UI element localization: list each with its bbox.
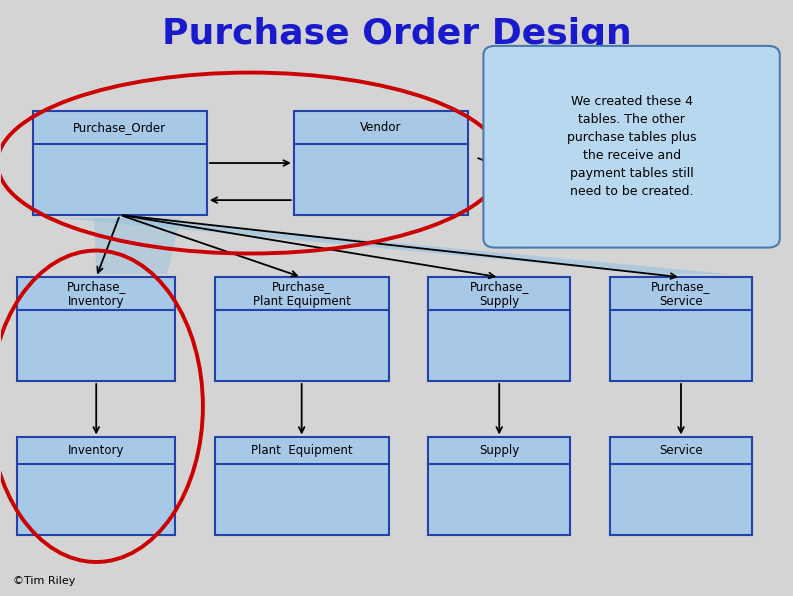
Text: Purchase Order Design: Purchase Order Design bbox=[162, 17, 631, 51]
Polygon shape bbox=[59, 218, 731, 274]
FancyBboxPatch shape bbox=[215, 277, 389, 381]
Text: Purchase_
Plant Equipment: Purchase_ Plant Equipment bbox=[253, 280, 351, 308]
Text: Service: Service bbox=[659, 444, 703, 457]
FancyBboxPatch shape bbox=[17, 437, 175, 535]
Text: Inventory: Inventory bbox=[68, 444, 125, 457]
FancyBboxPatch shape bbox=[293, 111, 468, 215]
Text: Supply: Supply bbox=[479, 444, 519, 457]
FancyBboxPatch shape bbox=[610, 437, 752, 535]
FancyBboxPatch shape bbox=[484, 46, 780, 247]
Text: Purchase_
Service: Purchase_ Service bbox=[651, 280, 711, 308]
FancyBboxPatch shape bbox=[428, 277, 570, 381]
Polygon shape bbox=[94, 218, 181, 274]
FancyBboxPatch shape bbox=[33, 111, 207, 215]
Text: Purchase_Order: Purchase_Order bbox=[74, 121, 167, 134]
Text: Plant  Equipment: Plant Equipment bbox=[251, 444, 352, 457]
FancyBboxPatch shape bbox=[610, 277, 752, 381]
FancyBboxPatch shape bbox=[428, 437, 570, 535]
Text: ©Tim Riley: ©Tim Riley bbox=[13, 576, 75, 586]
Text: Vendor: Vendor bbox=[360, 121, 401, 134]
Text: Purchase_
Supply: Purchase_ Supply bbox=[469, 280, 529, 308]
FancyBboxPatch shape bbox=[215, 437, 389, 535]
Text: We created these 4
tables. The other
purchase tables plus
the receive and
paymen: We created these 4 tables. The other pur… bbox=[567, 95, 696, 198]
FancyBboxPatch shape bbox=[17, 277, 175, 381]
Text: Purchase_
Inventory: Purchase_ Inventory bbox=[67, 280, 126, 308]
